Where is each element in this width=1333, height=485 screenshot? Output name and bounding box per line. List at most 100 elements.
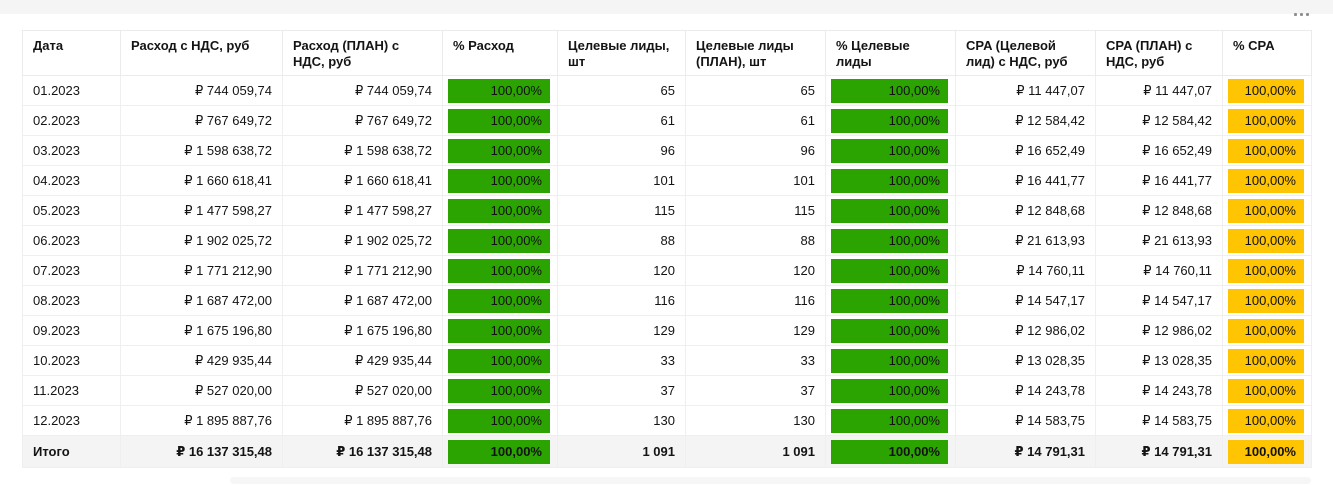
cell-spend: ₽ 429 935,44: [120, 345, 283, 376]
column-header-leads_pct[interactable]: % Целевые лиды: [825, 30, 956, 76]
column-header-spend[interactable]: Расход с НДС, руб: [120, 30, 283, 76]
cell-leads_pct: 100,00%: [825, 195, 956, 226]
percent-badge: 100,00%: [448, 258, 550, 283]
cell-leads: 115: [557, 195, 686, 226]
percent-badge: 100,00%: [1228, 318, 1304, 343]
cell-date: 11.2023: [22, 375, 121, 406]
cell-leads_pct: 100,00%: [825, 225, 956, 256]
cell-spend_plan: ₽ 1 902 025,72: [282, 225, 443, 256]
percent-badge: 100,00%: [831, 378, 948, 403]
column-header-cpa[interactable]: CPA (Целевой лид) с НДС, руб: [955, 30, 1096, 76]
cell-cpa_plan: ₽ 12 986,02: [1095, 315, 1223, 346]
cell-leads_plan: 96: [685, 135, 826, 166]
cell-cpa_plan: ₽ 14 583,75: [1095, 405, 1223, 436]
cell-cpa: ₽ 12 848,68: [955, 195, 1096, 226]
cell-spend_plan: ₽ 527 020,00: [282, 375, 443, 406]
cell-cpa_pct: 100,00%: [1222, 345, 1312, 376]
percent-badge: 100,00%: [831, 168, 948, 193]
cell-cpa: ₽ 16 652,49: [955, 135, 1096, 166]
table-row: 01.2023 ₽ 744 059,74 ₽ 744 059,74 100,00% 65…: [22, 75, 1312, 106]
percent-badge: 100,00%: [448, 439, 550, 464]
cell-cpa: ₽ 11 447,07: [955, 75, 1096, 106]
cell-spend: ₽ 1 598 638,72: [120, 135, 283, 166]
cell-spend_plan: ₽ 16 137 315,48: [282, 435, 443, 468]
cell-spend_plan: ₽ 767 649,72: [282, 105, 443, 136]
cell-leads: 33: [557, 345, 686, 376]
cell-leads_pct: 100,00%: [825, 315, 956, 346]
percent-badge: 100,00%: [831, 288, 948, 313]
cell-leads_pct: 100,00%: [825, 135, 956, 166]
cell-cpa: ₽ 14 583,75: [955, 405, 1096, 436]
percent-badge: 100,00%: [1228, 78, 1304, 103]
column-header-spend_plan[interactable]: Расход (ПЛАН) с НДС, руб: [282, 30, 443, 76]
column-header-leads_plan[interactable]: Целевые лиды (ПЛАН), шт: [685, 30, 826, 76]
cell-leads_pct: 100,00%: [825, 165, 956, 196]
percent-badge: 100,00%: [448, 198, 550, 223]
cell-leads_plan: 116: [685, 285, 826, 316]
cell-leads_plan: 65: [685, 75, 826, 106]
table-row: 02.2023 ₽ 767 649,72 ₽ 767 649,72 100,00% 61…: [22, 105, 1312, 136]
cell-leads: 129: [557, 315, 686, 346]
cell-cpa_pct: 100,00%: [1222, 255, 1312, 286]
cell-leads_pct: 100,00%: [825, 255, 956, 286]
cell-cpa_plan: ₽ 13 028,35: [1095, 345, 1223, 376]
cell-date: 04.2023: [22, 165, 121, 196]
cell-spend: ₽ 1 771 212,90: [120, 255, 283, 286]
cell-spend_pct: 100,00%: [442, 135, 558, 166]
cell-leads: 65: [557, 75, 686, 106]
column-header-leads[interactable]: Целевые лиды, шт: [557, 30, 686, 76]
table-row: 08.2023 ₽ 1 687 472,00 ₽ 1 687 472,00 100,0…: [22, 285, 1312, 316]
cell-leads: 37: [557, 375, 686, 406]
data-table: Дата Расход с НДС, руб Расход (ПЛАН) с НДС…: [22, 30, 1312, 468]
table-row: 07.2023 ₽ 1 771 212,90 ₽ 1 771 212,90 100,0…: [22, 255, 1312, 286]
cell-cpa_pct: 100,00%: [1222, 105, 1312, 136]
column-header-cpa_plan[interactable]: CPA (ПЛАН) с НДС, руб: [1095, 30, 1223, 76]
cell-date: 10.2023: [22, 345, 121, 376]
cell-spend_plan: ₽ 1 477 598,27: [282, 195, 443, 226]
cell-spend_pct: 100,00%: [442, 435, 558, 468]
percent-badge: 100,00%: [448, 78, 550, 103]
cell-cpa_plan: ₽ 14 243,78: [1095, 375, 1223, 406]
cell-cpa: ₽ 12 986,02: [955, 315, 1096, 346]
column-header-cpa_pct[interactable]: % CPA: [1222, 30, 1312, 76]
percent-badge: 100,00%: [448, 378, 550, 403]
cell-date: 01.2023: [22, 75, 121, 106]
cell-cpa: ₽ 14 243,78: [955, 375, 1096, 406]
cell-spend: ₽ 1 895 887,76: [120, 405, 283, 436]
percent-badge: 100,00%: [831, 318, 948, 343]
percent-badge: 100,00%: [1228, 138, 1304, 163]
cell-spend_pct: 100,00%: [442, 285, 558, 316]
more-options-button[interactable]: [1281, 6, 1309, 22]
cell-date: 02.2023: [22, 105, 121, 136]
cell-date: 03.2023: [22, 135, 121, 166]
percent-badge: 100,00%: [1228, 408, 1304, 433]
percent-badge: 100,00%: [1228, 288, 1304, 313]
cell-cpa_plan: ₽ 12 584,42: [1095, 105, 1223, 136]
cell-spend_plan: ₽ 1 771 212,90: [282, 255, 443, 286]
cell-cpa_pct: 100,00%: [1222, 285, 1312, 316]
cell-spend_pct: 100,00%: [442, 75, 558, 106]
cell-spend_plan: ₽ 1 660 618,41: [282, 165, 443, 196]
percent-badge: 100,00%: [1228, 378, 1304, 403]
cell-spend_pct: 100,00%: [442, 255, 558, 286]
cell-leads: 96: [557, 135, 686, 166]
cell-spend_pct: 100,00%: [442, 315, 558, 346]
cell-cpa_pct: 100,00%: [1222, 165, 1312, 196]
column-header-date[interactable]: Дата: [22, 30, 121, 76]
cell-cpa: ₽ 14 760,11: [955, 255, 1096, 286]
cell-spend: ₽ 527 020,00: [120, 375, 283, 406]
horizontal-scrollbar[interactable]: [230, 477, 1311, 484]
cell-spend_plan: ₽ 1 598 638,72: [282, 135, 443, 166]
cell-spend_pct: 100,00%: [442, 165, 558, 196]
cell-spend_pct: 100,00%: [442, 405, 558, 436]
cell-leads: 101: [557, 165, 686, 196]
cell-spend_plan: ₽ 429 935,44: [282, 345, 443, 376]
cell-cpa_plan: ₽ 11 447,07: [1095, 75, 1223, 106]
cell-cpa_pct: 100,00%: [1222, 225, 1312, 256]
cell-spend_pct: 100,00%: [442, 225, 558, 256]
cell-leads_pct: 100,00%: [825, 405, 956, 436]
table-row: 10.2023 ₽ 429 935,44 ₽ 429 935,44 100,00% 33…: [22, 345, 1312, 376]
column-header-spend_pct[interactable]: % Расход: [442, 30, 558, 76]
table-header-row: Дата Расход с НДС, руб Расход (ПЛАН) с НДС…: [22, 30, 1312, 76]
cell-leads_pct: 100,00%: [825, 345, 956, 376]
